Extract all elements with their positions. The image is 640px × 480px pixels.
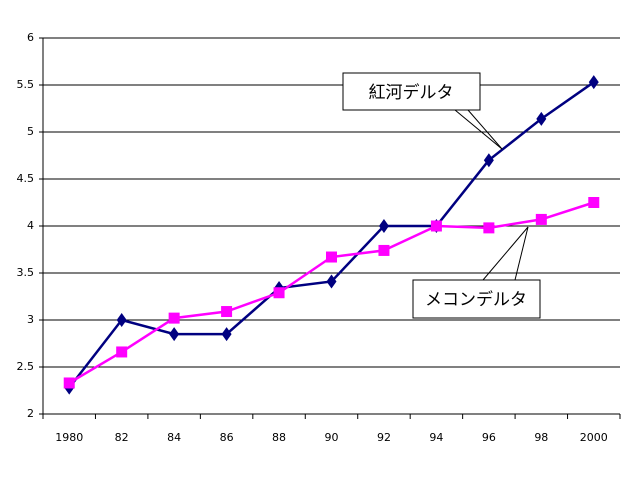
point-marker bbox=[483, 153, 494, 168]
point-marker bbox=[168, 312, 180, 324]
x-tick-label: 98 bbox=[534, 431, 548, 444]
x-tick-label: 1980 bbox=[55, 431, 83, 444]
callout-pointer bbox=[454, 109, 503, 150]
x-tick-label: 88 bbox=[272, 431, 286, 444]
y-tick-label: 6 bbox=[27, 31, 34, 44]
point-marker bbox=[221, 306, 233, 318]
callout-red-river: 紅河デルタ bbox=[342, 72, 503, 150]
x-tick-label: 86 bbox=[220, 431, 234, 444]
callout-mekong: メコンデルタ bbox=[412, 226, 541, 319]
point-marker bbox=[430, 220, 442, 232]
x-tick-label: 2000 bbox=[580, 431, 608, 444]
point-marker bbox=[116, 313, 127, 327]
callout-box bbox=[412, 279, 541, 319]
point-marker bbox=[588, 197, 600, 208]
point-marker bbox=[63, 377, 75, 389]
point-marker bbox=[536, 111, 547, 126]
x-tick-label: 84 bbox=[167, 431, 181, 444]
x-tick-label: 94 bbox=[429, 431, 443, 444]
point-marker bbox=[221, 327, 232, 342]
plot-area: 2 2.5 3 3.5 4 4.5 5 5.5 6 1980 82 84 86 88 90 92 94 96 98 2… bbox=[17, 31, 621, 444]
point-marker bbox=[326, 251, 337, 263]
point-marker bbox=[326, 274, 337, 289]
y-tick-label: 4 bbox=[27, 219, 34, 232]
point-marker bbox=[273, 287, 285, 299]
point-marker bbox=[483, 222, 495, 234]
point-marker bbox=[588, 75, 599, 90]
point-marker bbox=[169, 327, 180, 342]
callout-pointer bbox=[467, 109, 503, 150]
callout-box bbox=[342, 72, 481, 111]
y-tick-label: 3 bbox=[27, 313, 34, 326]
x-tick-label: 82 bbox=[115, 431, 129, 444]
x-tick-label: 96 bbox=[482, 431, 496, 444]
x-tick-label: 92 bbox=[377, 431, 391, 444]
callout-pointer bbox=[514, 226, 529, 281]
point-marker bbox=[535, 213, 547, 225]
point-marker bbox=[116, 346, 128, 358]
y-tick-label: 4.5 bbox=[17, 172, 35, 185]
point-marker bbox=[378, 244, 390, 256]
y-tick-label: 5.5 bbox=[17, 78, 35, 91]
point-marker bbox=[378, 219, 389, 233]
y-tick-label: 3.5 bbox=[17, 266, 35, 279]
y-tick-label: 5 bbox=[27, 125, 34, 138]
x-tick-label: 90 bbox=[325, 431, 339, 444]
y-tick-label: 2.5 bbox=[17, 360, 35, 373]
callout-pointer bbox=[482, 226, 529, 281]
series-layer bbox=[63, 75, 600, 395]
callout-label: メコンデルタ bbox=[425, 289, 527, 310]
y-tick-label: 2 bbox=[27, 407, 34, 420]
callout-label: 紅河デルタ bbox=[369, 82, 454, 103]
